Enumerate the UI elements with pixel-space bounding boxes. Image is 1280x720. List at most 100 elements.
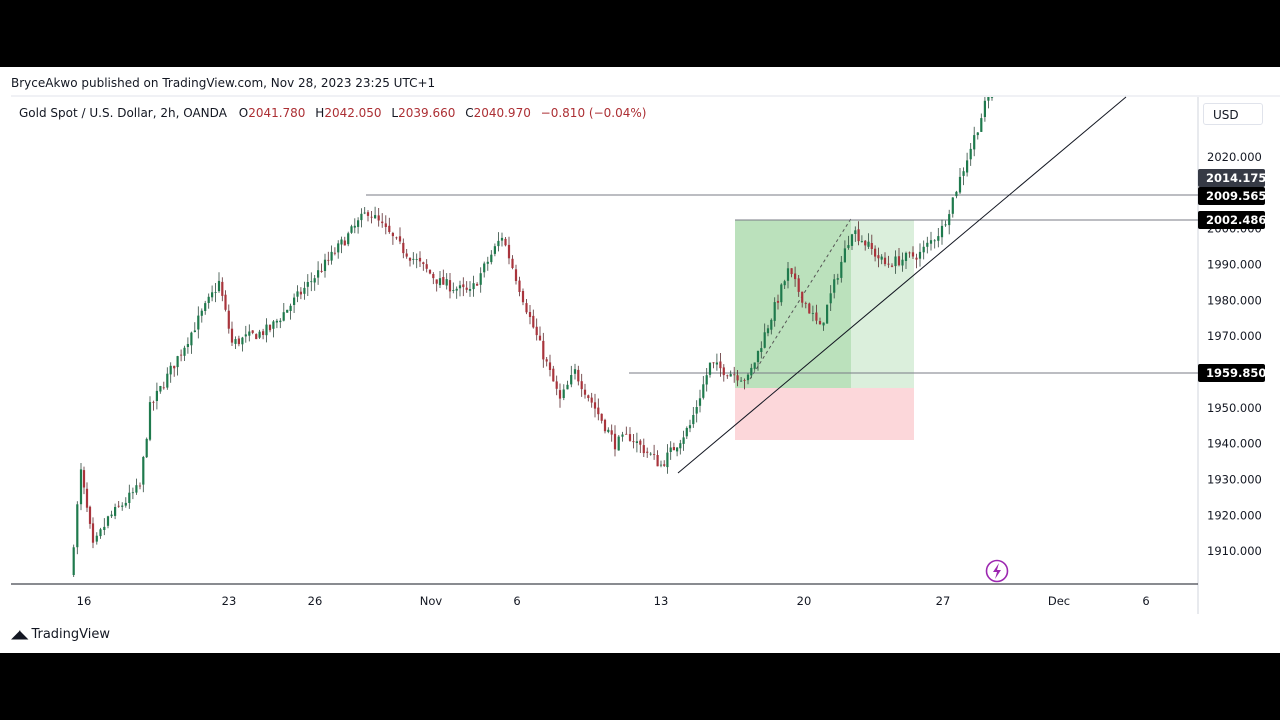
candle-down [251, 330, 254, 333]
candle-down [864, 240, 867, 246]
candle-down [255, 334, 258, 340]
time-tick-label: 26 [308, 594, 323, 608]
time-tick-label: 16 [77, 594, 92, 608]
candle-down [883, 257, 887, 265]
candle-down [736, 375, 739, 381]
candle-down [663, 464, 666, 466]
candle-up [468, 289, 472, 291]
candle-up [811, 313, 814, 314]
candle-up [455, 288, 458, 291]
price-tick-label: 1940.000 [1207, 437, 1262, 451]
candle-up [258, 331, 261, 338]
candle-up [783, 281, 786, 286]
candle-up [944, 224, 947, 226]
candle-down [511, 258, 514, 268]
candle-up [929, 240, 933, 244]
candle-down [422, 262, 425, 264]
candle-up [698, 398, 702, 406]
candle-down [435, 279, 438, 284]
candle-down [504, 238, 507, 246]
candle-up [770, 319, 773, 330]
candle-up [756, 350, 760, 363]
lightning-icon[interactable] [985, 559, 1009, 583]
candle-down [227, 310, 230, 329]
candle-up [980, 118, 983, 132]
candle-up [607, 429, 610, 432]
candle-up [746, 374, 750, 381]
candle-up [840, 261, 843, 278]
candle-down [577, 369, 580, 382]
candle-up [412, 258, 415, 260]
candle-down [597, 407, 600, 415]
candle-up [183, 347, 186, 356]
candle-down [632, 441, 635, 443]
candle-up [303, 287, 306, 294]
time-tick-label: 13 [654, 594, 669, 608]
candle-up [729, 374, 732, 377]
candle-down [82, 470, 86, 488]
candle-down [548, 362, 552, 370]
candle-up [688, 425, 692, 429]
candle-up [121, 505, 124, 507]
candle-down [804, 303, 807, 304]
candle-down [391, 233, 394, 237]
candle-up [826, 304, 829, 324]
chart-canvas[interactable]: Gold Spot / U.S. Dollar, 2h, OANDA O2041… [0, 67, 1280, 653]
candle-up [786, 268, 790, 281]
candle-up [676, 447, 679, 452]
price-tick-label: 1920.000 [1207, 508, 1262, 522]
candle-down [521, 291, 525, 303]
candle-up [990, 97, 994, 98]
candle-down [507, 244, 511, 259]
svg-text:2009.565: 2009.565 [1206, 189, 1266, 203]
candle-down [381, 221, 384, 224]
candle-up [193, 330, 196, 332]
candle-down [628, 434, 632, 441]
candle-down [583, 389, 587, 395]
candle-up [750, 367, 753, 376]
candle-up [279, 320, 282, 323]
time-axis[interactable]: 16 23 26 Nov 6 13 20 27 Dec 6 [77, 594, 1150, 608]
price-tick-label: 1970.000 [1207, 329, 1262, 343]
candle-up [702, 384, 705, 398]
price-tick-label: 1950.000 [1207, 401, 1262, 415]
candle-down [237, 338, 240, 345]
long-position-tool[interactable] [735, 216, 914, 440]
candle-down [600, 413, 603, 421]
price-badge: 2014.175 [1198, 169, 1266, 187]
candle-down [555, 381, 558, 389]
candle-down [776, 300, 780, 303]
candle-down [719, 361, 722, 369]
candle-down [808, 303, 811, 314]
candle-up [347, 233, 350, 245]
brand-footer[interactable]: ◢◣ TradingView [11, 626, 110, 642]
candle-down [722, 367, 725, 376]
candle-up [234, 339, 237, 344]
svg-text:1959.850: 1959.850 [1206, 366, 1266, 380]
candle-up [72, 547, 75, 575]
candle-up [289, 305, 292, 311]
candle-up [669, 447, 672, 452]
stop-zone [735, 388, 914, 440]
candle-up [296, 291, 299, 297]
candle-up [323, 259, 327, 271]
time-tick-label: 27 [936, 594, 951, 608]
price-badge: 2009.565 [1198, 187, 1266, 205]
candle-down [797, 278, 800, 292]
candle-up [659, 464, 663, 466]
candle-down [333, 252, 336, 254]
candle-down [366, 212, 370, 216]
candle-down [465, 287, 468, 290]
candle-down [388, 225, 391, 232]
ascending-trendline[interactable] [677, 96, 1127, 474]
candle-up [894, 256, 897, 267]
candle-down [545, 359, 548, 362]
candle-up [666, 452, 669, 468]
candle-up [573, 369, 577, 374]
candle-up [966, 160, 969, 173]
candle-down [91, 523, 95, 543]
currency-selector[interactable]: USD [1203, 103, 1263, 125]
candle-up [360, 213, 363, 221]
candle-up [458, 285, 462, 289]
candlestick-series [72, 97, 994, 577]
